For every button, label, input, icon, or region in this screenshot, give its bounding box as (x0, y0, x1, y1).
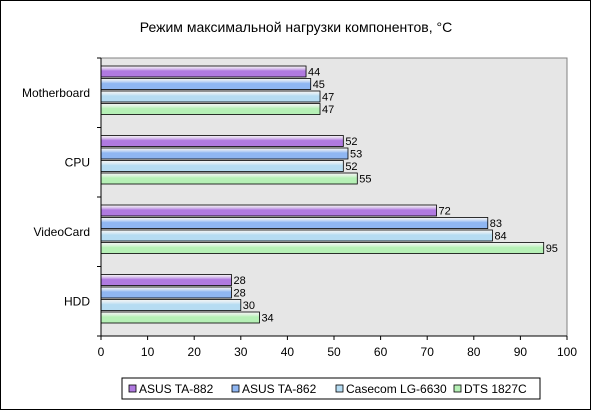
data-label: 28 (233, 275, 245, 287)
bar-motherboard-series-4 (100, 103, 321, 115)
legend-label-2: ASUS TA-862 (242, 382, 317, 396)
data-label: 83 (490, 218, 502, 230)
bar-motherboard-series-2 (100, 78, 312, 90)
data-label: 55 (359, 174, 371, 186)
bar-videocard-series-3 (100, 229, 493, 242)
data-label: 84 (494, 231, 506, 243)
x-tick-label: 10 (141, 345, 155, 359)
chart-title: Режим максимальной нагрузки компонентов,… (140, 19, 452, 35)
data-label: 45 (313, 79, 325, 91)
legend-swatch-1 (128, 384, 137, 393)
data-label: 47 (322, 92, 334, 104)
data-label: 28 (233, 288, 245, 300)
x-tick-label: 30 (234, 345, 248, 359)
bar-cpu-series-2 (100, 147, 349, 160)
x-tick-label: 90 (514, 345, 528, 359)
data-label: 72 (439, 206, 451, 218)
bar-videocard-series-2 (100, 217, 489, 229)
data-label: 53 (350, 149, 362, 161)
data-label: 52 (345, 161, 357, 173)
data-label: 47 (322, 104, 334, 116)
category-label-videocard: VideoCard (34, 225, 90, 239)
x-tick-label: 0 (98, 345, 105, 359)
data-label: 30 (243, 300, 255, 312)
legend-swatch-2 (231, 384, 240, 393)
data-label: 34 (261, 313, 273, 325)
category-label-cpu: CPU (65, 155, 90, 169)
bar-hdd-series-3 (100, 299, 242, 311)
x-tick-label: 50 (327, 345, 341, 359)
bar-videocard-series-4 (100, 242, 545, 254)
bar-videocard-series-1 (100, 204, 437, 217)
legend-label-3: Casecom LG-6630 (346, 382, 447, 396)
bar-cpu-series-4 (100, 172, 358, 185)
legend-swatch-4 (453, 384, 462, 393)
x-tick-label: 70 (421, 345, 435, 359)
x-tick-label: 20 (188, 345, 202, 359)
x-tick-label: 60 (374, 345, 388, 359)
bar-hdd-series-2 (100, 286, 232, 299)
legend-label-4: DTS 1827C (464, 382, 527, 396)
bar-cpu-series-3 (100, 160, 344, 172)
bar-motherboard-series-1 (100, 65, 307, 78)
data-label: 52 (345, 136, 357, 148)
bar-motherboard-series-3 (100, 90, 321, 103)
x-tick-label: 80 (467, 345, 481, 359)
data-label: 95 (546, 243, 558, 255)
x-tick-label: 40 (281, 345, 295, 359)
category-label-motherboard: Motherboard (22, 86, 90, 100)
x-tick-label: 100 (557, 345, 577, 359)
category-label-hdd: HDD (64, 294, 90, 308)
legend-swatch-3 (335, 384, 344, 393)
bar-hdd-series-1 (100, 274, 232, 286)
legend-label-1: ASUS TA-882 (139, 382, 214, 396)
bar-hdd-series-4 (100, 311, 260, 324)
legend-box (121, 377, 541, 400)
data-label: 44 (308, 67, 320, 79)
bar-cpu-series-1 (100, 135, 344, 147)
